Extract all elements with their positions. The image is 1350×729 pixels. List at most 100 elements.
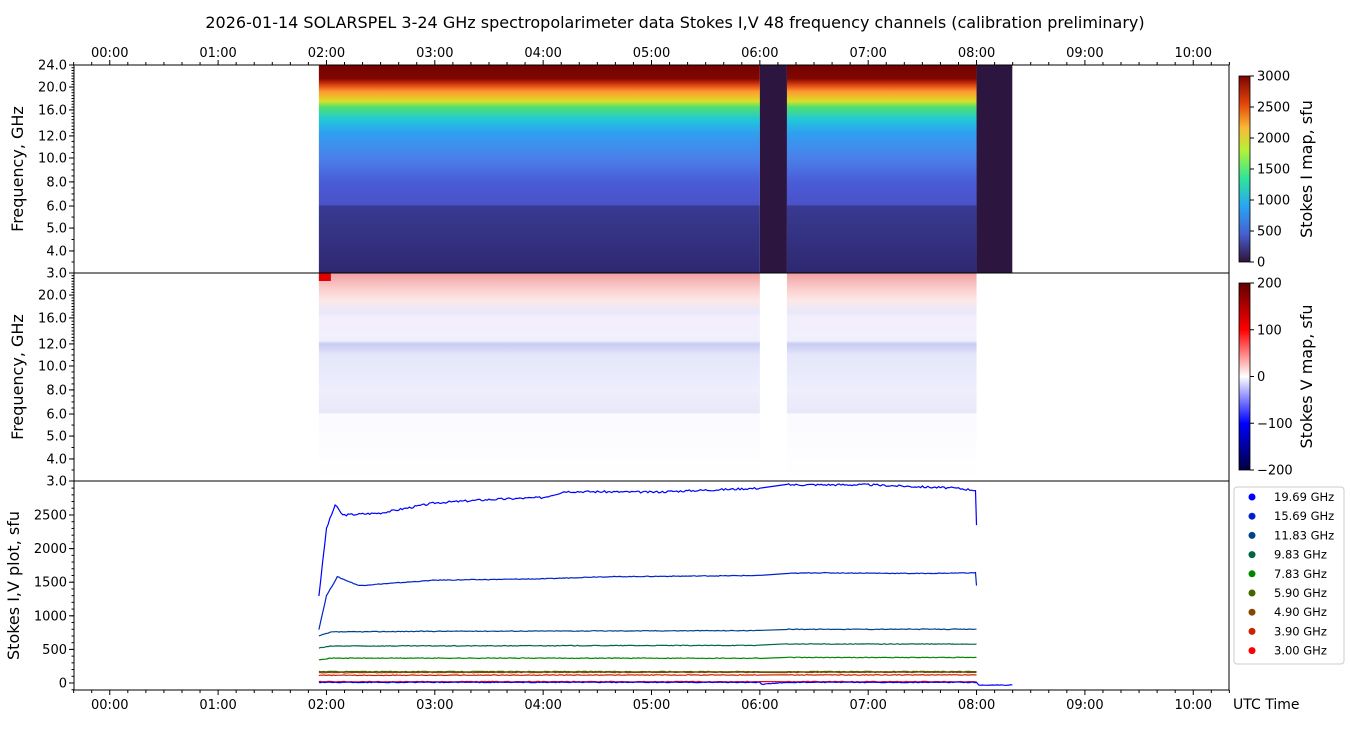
- time-tick-label-top: 01:00: [199, 46, 236, 61]
- legend-marker: [1248, 551, 1256, 559]
- freq-tick-label: 10.0: [38, 151, 67, 166]
- y-tick-label: 1500: [34, 576, 67, 591]
- series-line: [318, 671, 977, 674]
- colorbar-tick-label: 3000: [1257, 70, 1290, 85]
- y-tick-label: 2000: [34, 542, 67, 557]
- y-axis-label: Stokes I,V plot, sfu: [4, 511, 23, 660]
- colorbar-tick-label: 500: [1257, 225, 1282, 240]
- legend-label: 5.90 GHz: [1274, 586, 1327, 600]
- freq-tick-label: 5.0: [46, 222, 67, 237]
- colorbar: [1238, 75, 1251, 263]
- legend-marker: [1248, 627, 1256, 635]
- stokes-v-burst: [318, 273, 331, 281]
- freq-tick-label: 4.0: [46, 452, 67, 467]
- freq-tick-label: 8.0: [46, 383, 67, 398]
- colorbar-label: Stokes V map, sfu: [1297, 304, 1316, 448]
- freq-tick-label: 4.0: [46, 244, 67, 259]
- legend-marker: [1248, 647, 1256, 655]
- time-tick-label-top: 04:00: [524, 46, 561, 61]
- time-tick-label-bottom: 04:00: [524, 698, 561, 713]
- freq-tick-label: 6.0: [46, 408, 67, 423]
- y-axis-label: Frequency, GHz: [8, 314, 27, 440]
- stokes-i-gap-block: [976, 65, 1013, 273]
- colorbar-tick-label: 100: [1257, 323, 1282, 338]
- legend-marker: [1248, 570, 1256, 578]
- legend-label: 11.83 GHz: [1274, 528, 1334, 542]
- time-tick-label-bottom: 00:00: [91, 698, 128, 713]
- freq-tick-label: 12.0: [38, 337, 67, 352]
- series-line: [318, 681, 1013, 686]
- time-tick-label-top: 09:00: [1066, 46, 1103, 61]
- legend-label: 3.00 GHz: [1274, 644, 1327, 658]
- series-line: [318, 571, 978, 630]
- y-tick-label: 0: [59, 677, 67, 692]
- colorbar-tick-label: −100: [1257, 417, 1293, 432]
- y-tick-label: 500: [42, 643, 67, 658]
- colorbar-tick-label: 1000: [1257, 194, 1290, 209]
- chart-title: 2026-01-14 SOLARSPEL 3-24 GHz spectropol…: [205, 13, 1144, 32]
- series-line: [318, 483, 978, 597]
- time-tick-label-top: 08:00: [958, 46, 995, 61]
- freq-tick-label: 16.0: [38, 311, 67, 326]
- time-tick-label-bottom: 05:00: [633, 698, 670, 713]
- colorbar: [1238, 282, 1251, 471]
- time-tick-label-bottom: 10:00: [1175, 698, 1212, 713]
- y-tick-label: 2500: [34, 509, 67, 524]
- stokes-i-gap-block: [759, 65, 787, 273]
- freq-tick-label: 10.0: [38, 359, 67, 374]
- time-tick-label-top: 10:00: [1175, 46, 1212, 61]
- colorbar-tick-label: 2000: [1257, 132, 1290, 147]
- y-axis-label: Frequency, GHz: [8, 106, 27, 232]
- time-tick-label-top: 07:00: [849, 46, 886, 61]
- freq-tick-label: 6.0: [46, 200, 67, 215]
- time-tick-label-top: 05:00: [633, 46, 670, 61]
- time-tick-label-top: 02:00: [308, 46, 345, 61]
- colorbar-tick-label: 0: [1257, 256, 1265, 271]
- freq-tick-label: 12.0: [38, 129, 67, 144]
- freq-tick-label: 24.0: [38, 59, 67, 74]
- stokes-v-data-block: [318, 273, 760, 481]
- y-tick-label: 1000: [34, 609, 67, 624]
- legend: 19.69 GHz 15.69 GHz 11.83 GHz 9.83 GHz 7.83 …: [1233, 486, 1345, 665]
- time-tick-label-top: 06:00: [741, 46, 778, 61]
- legend-label: 15.69 GHz: [1274, 509, 1334, 523]
- colorbar-tick-label: 200: [1257, 277, 1282, 292]
- legend-marker: [1248, 608, 1256, 616]
- x-axis-label: UTC Time: [1233, 697, 1299, 713]
- legend-label: 4.90 GHz: [1274, 605, 1327, 619]
- time-tick-label-bottom: 06:00: [741, 698, 778, 713]
- freq-tick-label: 3.0: [46, 267, 67, 282]
- legend-label: 3.90 GHz: [1274, 624, 1327, 638]
- time-tick-label-top: 03:00: [416, 46, 453, 61]
- freq-tick-label: 20.0: [38, 289, 67, 304]
- legend-label: 19.69 GHz: [1274, 490, 1334, 504]
- series-line: [318, 628, 977, 637]
- time-tick-label-top: 00:00: [91, 46, 128, 61]
- time-tick-label-bottom: 01:00: [199, 698, 236, 713]
- time-tick-label-bottom: 02:00: [308, 698, 345, 713]
- freq-tick-label: 20.0: [38, 81, 67, 96]
- freq-tick-label: 3.0: [46, 475, 67, 490]
- legend-label: 7.83 GHz: [1274, 567, 1327, 581]
- time-tick-label-bottom: 07:00: [849, 698, 886, 713]
- stokes-v-data-block: [786, 273, 977, 481]
- legend-frame: [1233, 486, 1345, 665]
- time-tick-label-bottom: 09:00: [1066, 698, 1103, 713]
- freq-tick-label: 5.0: [46, 430, 67, 445]
- freq-tick-label: 16.0: [38, 103, 67, 118]
- series-line: [318, 656, 977, 661]
- colorbar-tick-label: −200: [1257, 464, 1293, 479]
- colorbar-tick-label: 2500: [1257, 101, 1290, 116]
- series-line: [318, 643, 977, 649]
- stokes-i-data-block: [786, 65, 977, 273]
- freq-tick-label: 8.0: [46, 175, 67, 190]
- colorbar-tick-label: 1500: [1257, 163, 1290, 178]
- time-tick-label-bottom: 08:00: [958, 698, 995, 713]
- time-tick-label-bottom: 03:00: [416, 698, 453, 713]
- legend-marker: [1248, 512, 1256, 520]
- series-line: [318, 673, 977, 677]
- legend-marker: [1248, 589, 1256, 597]
- legend-marker: [1248, 531, 1256, 539]
- colorbar-label: Stokes I map, sfu: [1297, 100, 1316, 238]
